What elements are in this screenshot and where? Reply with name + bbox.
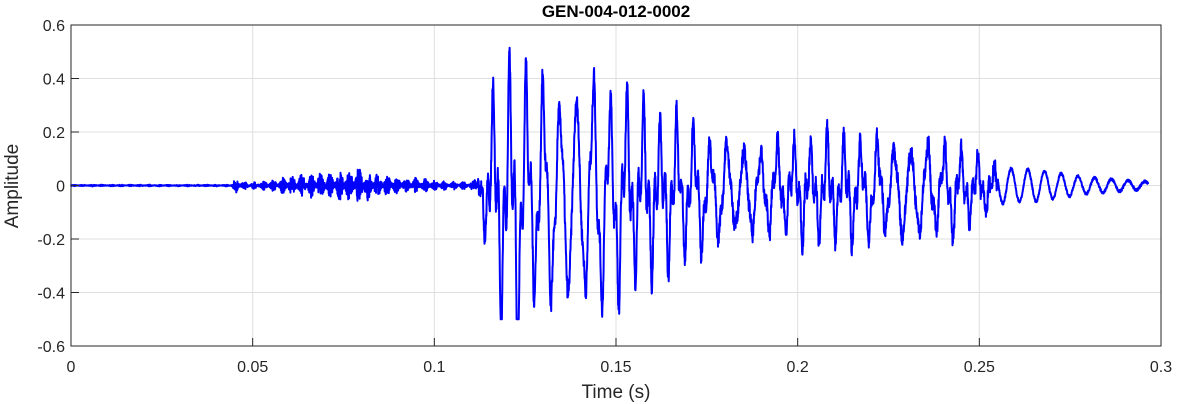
y-tick-label: -0.2 (37, 232, 65, 249)
x-tick-label: 0.25 (964, 359, 995, 376)
x-axis-ticks: 0 0.05 0.1 0.15 0.2 0.25 0.3 (67, 338, 1172, 376)
y-tick-label: 0.6 (43, 18, 65, 35)
y-axis-ticks: -0.6 -0.4 -0.2 0 0.2 0.4 0.6 (37, 18, 79, 356)
x-tick-label: 0.1 (423, 359, 445, 376)
y-tick-label: 0 (56, 179, 65, 196)
x-tick-label: 0.3 (1150, 359, 1172, 376)
waveform-series-line (70, 46, 1150, 321)
x-tick-label: 0 (67, 359, 76, 376)
y-tick-label: -0.6 (37, 339, 65, 356)
x-tick-label: 0.15 (600, 359, 631, 376)
x-axis-label: Time (s) (582, 382, 651, 403)
y-tick-label: 0.2 (43, 125, 65, 142)
chart-title: GEN-004-012-0002 (542, 2, 690, 21)
x-tick-label: 0.2 (787, 359, 809, 376)
y-tick-label: -0.4 (37, 286, 65, 303)
x-tick-label: 0.05 (237, 359, 268, 376)
plot-area (70, 46, 1150, 321)
y-axis-label: Amplitude (2, 144, 23, 229)
y-tick-label: 0.4 (43, 72, 65, 89)
